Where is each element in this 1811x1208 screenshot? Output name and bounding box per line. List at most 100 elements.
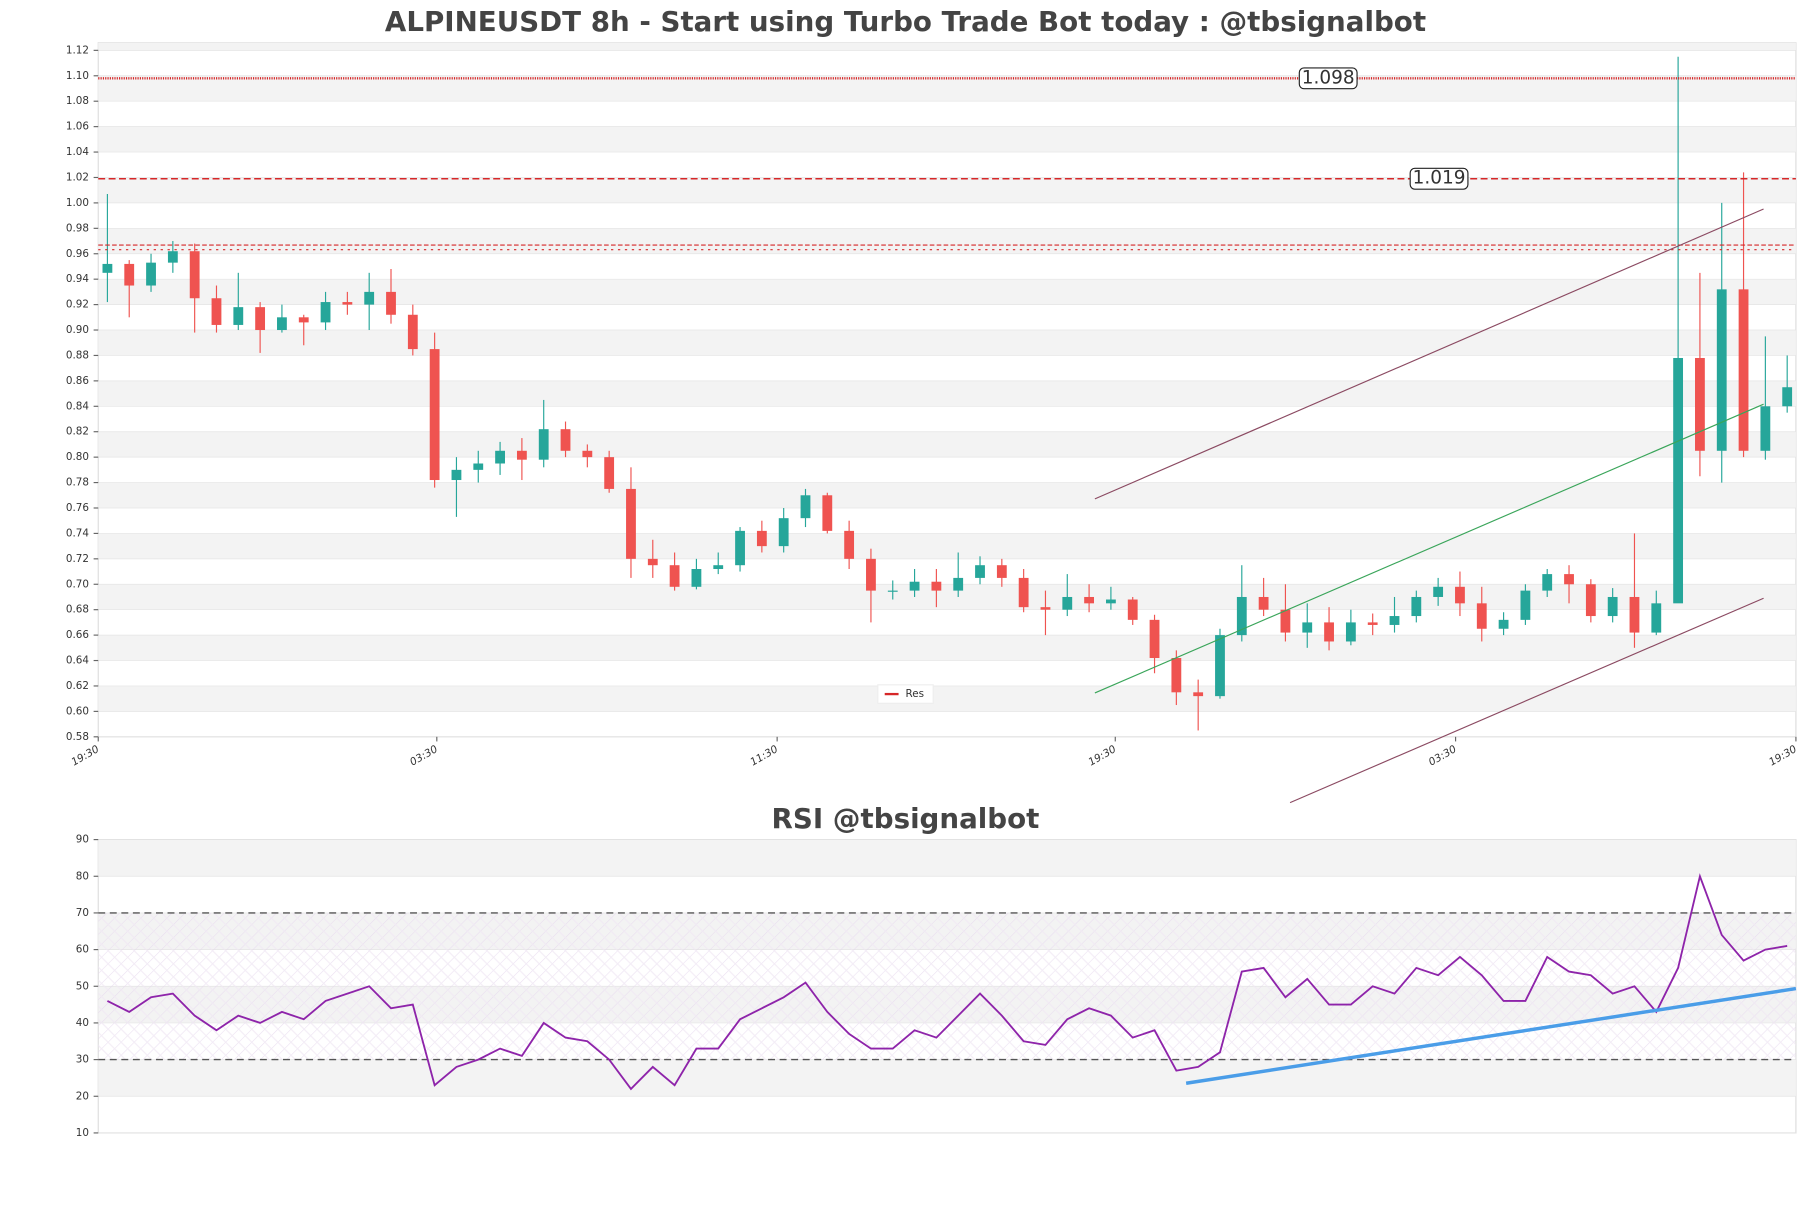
- candle-body: [298, 317, 309, 323]
- band: [98, 75, 1796, 102]
- candle-body: [1760, 406, 1771, 451]
- y-tick-label: 30: [76, 1054, 89, 1066]
- candle-body: [778, 518, 789, 547]
- candle-body: [1062, 596, 1073, 610]
- x-tick-label: 03:30: [1427, 743, 1459, 769]
- y-tick-label: 0.70: [66, 578, 89, 590]
- candle-body: [451, 469, 462, 481]
- candle-body: [1149, 619, 1160, 658]
- y-tick-label: 70: [76, 907, 89, 919]
- candle-body: [1542, 574, 1553, 591]
- candle-body: [1018, 577, 1029, 608]
- candle-body: [211, 298, 222, 325]
- channel-lower: [1289, 597, 1764, 804]
- candle-body: [582, 450, 593, 458]
- y-tick-label: 1.10: [66, 70, 89, 82]
- candle-body: [364, 291, 375, 305]
- y-tick-label: 50: [76, 980, 89, 992]
- candle-body: [1040, 607, 1051, 610]
- candle-body: [146, 262, 156, 286]
- candle-body: [560, 429, 571, 451]
- rsi-line: [106, 873, 1788, 1091]
- y-tick-label: 0.90: [66, 324, 89, 336]
- candle-body: [800, 495, 811, 519]
- candle-body: [713, 565, 724, 570]
- candle-body: [1302, 622, 1313, 633]
- y-tick-label: 90: [76, 834, 89, 846]
- candle-body: [538, 429, 549, 460]
- rsi-trend-line: [1185, 986, 1797, 1085]
- y-tick-label: 0.72: [66, 553, 89, 565]
- candle-body: [1084, 596, 1095, 604]
- candle-body: [233, 307, 244, 325]
- candle-body: [1498, 619, 1509, 629]
- y-tick-label: 0.94: [66, 273, 89, 285]
- candle-body: [1455, 586, 1465, 604]
- candle-body: [909, 581, 920, 591]
- candle-body: [887, 590, 898, 592]
- candle-body: [386, 291, 396, 315]
- y-tick-label: 0.60: [66, 705, 89, 717]
- band: [98, 482, 1796, 508]
- candle-body: [255, 307, 266, 331]
- band: [98, 177, 1796, 203]
- candle-body: [1171, 657, 1182, 693]
- y-tick-label: 80: [76, 870, 89, 882]
- candle-body: [1258, 596, 1269, 610]
- band: [98, 431, 1796, 458]
- candle-body: [1673, 357, 1684, 604]
- y-tick-label: 0.66: [66, 629, 89, 641]
- candle-body: [516, 450, 527, 460]
- candle-body: [124, 263, 135, 286]
- candle-body: [429, 349, 440, 481]
- plot-layer: 0.58 0.60 0.62 0.64 0.66 0.68 0.70 0.72 0.74 0.76…: [66, 42, 1799, 1139]
- candle-body: [407, 314, 418, 350]
- y-tick-label: 0.88: [66, 349, 89, 361]
- candle-body: [1695, 357, 1705, 451]
- y-tick-label: 0.64: [66, 655, 89, 667]
- candle-body: [996, 565, 1007, 578]
- candle-body: [102, 263, 113, 273]
- candle-body: [953, 577, 964, 591]
- y-tick-label: 1.06: [66, 121, 89, 133]
- candle-body: [1411, 596, 1422, 617]
- y-tick-label: 0.76: [66, 502, 89, 514]
- x-tick-label: 19:30: [69, 743, 101, 769]
- y-tick-label: 0.98: [66, 222, 89, 234]
- band: [98, 126, 1796, 153]
- candle-body: [495, 450, 505, 464]
- candle-body: [1106, 599, 1116, 604]
- level-band: [98, 912, 1796, 1060]
- candle-body: [320, 302, 331, 323]
- candle-body: [866, 558, 876, 591]
- band: [98, 1059, 1796, 1097]
- rsi-title: RSI @tbsignalbot: [772, 802, 1040, 835]
- candle-body: [844, 530, 855, 559]
- y-tick-label: 0.86: [66, 375, 89, 387]
- band: [98, 685, 1796, 712]
- candle-body: [931, 581, 942, 591]
- y-tick-label: 1.04: [66, 146, 89, 158]
- candle-body: [1629, 596, 1640, 633]
- candle-body: [1324, 622, 1334, 642]
- candle-body: [1433, 586, 1444, 597]
- candle-body: [277, 317, 287, 331]
- y-tick-label: 60: [76, 944, 89, 956]
- candle-body: [1127, 599, 1138, 620]
- band: [98, 635, 1796, 661]
- x-tick-label: 11:30: [748, 743, 780, 769]
- level-label: 1.019: [1413, 168, 1466, 189]
- level-label: 1.098: [1302, 67, 1355, 88]
- legend-label: Res: [906, 688, 925, 700]
- x-tick-label: 03:30: [408, 743, 440, 769]
- y-tick-label: 0.84: [66, 400, 89, 412]
- candle-body: [1607, 596, 1618, 617]
- candle-body: [1476, 603, 1487, 629]
- y-tick-label: 0.68: [66, 604, 89, 616]
- candle-body: [1280, 609, 1291, 633]
- y-tick-label: 0.92: [66, 299, 89, 311]
- candle-body: [1345, 622, 1356, 642]
- y-tick-label: 0.80: [66, 451, 89, 463]
- candle-body: [473, 463, 484, 470]
